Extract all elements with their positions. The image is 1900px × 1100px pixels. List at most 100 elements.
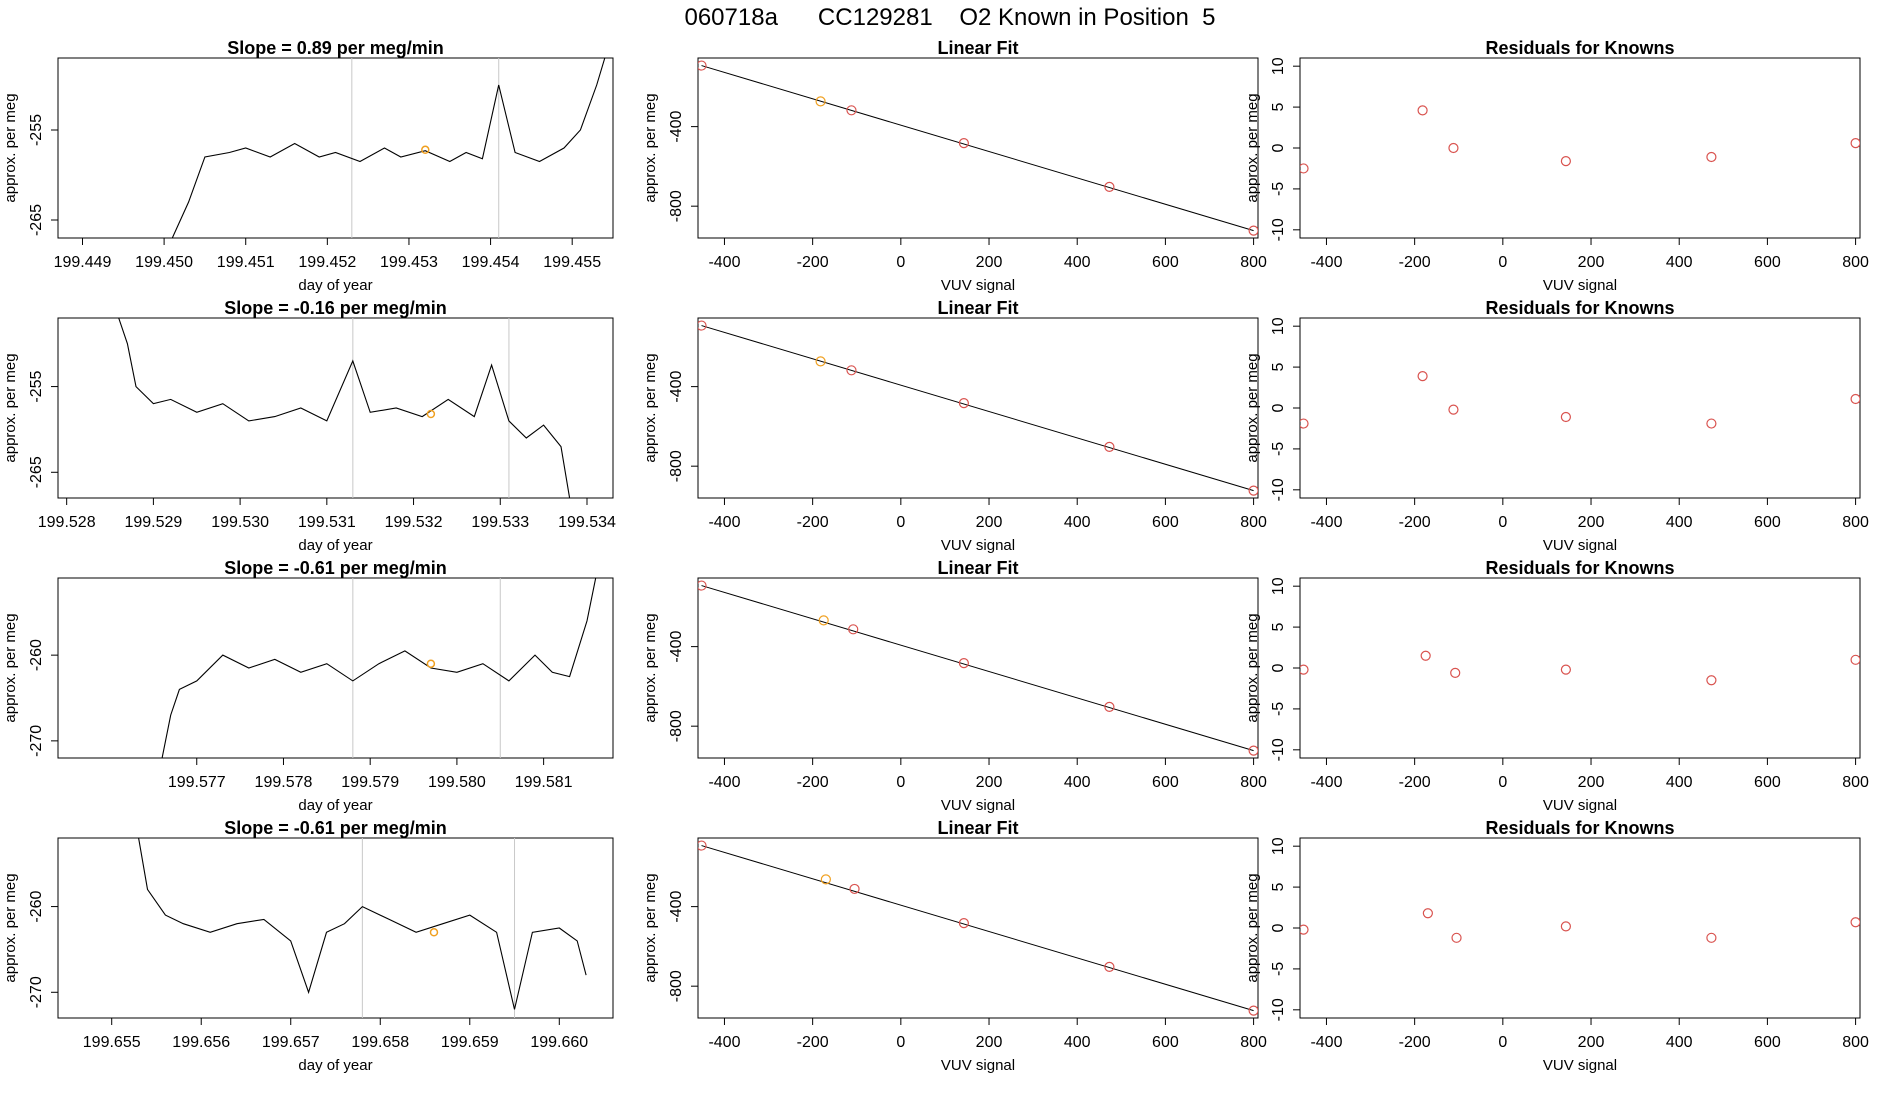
x-tick-label: 400 xyxy=(1666,514,1693,531)
x-tick-label: 800 xyxy=(1240,774,1267,791)
data-point xyxy=(1417,370,1428,382)
y-tick-label: 10 xyxy=(1270,577,1287,595)
plot-frame xyxy=(57,837,614,1019)
y-axis-label: approx. per meg xyxy=(642,353,659,462)
x-axis-label: VUV signal xyxy=(941,537,1015,554)
y-tick-label: -400 xyxy=(668,631,685,663)
data-point xyxy=(1422,908,1433,919)
x-tick-label: 0 xyxy=(1498,254,1507,271)
x-tick-label: 0 xyxy=(1498,774,1507,791)
chart-title: Residuals for Knowns xyxy=(1485,298,1674,318)
x-tick-label: 600 xyxy=(1754,1034,1781,1051)
chart-panel: Residuals for Knowns VUV signal approx. pe… xyxy=(1244,38,1869,294)
x-tick-label: 199.533 xyxy=(471,514,529,531)
data-point xyxy=(1248,1005,1258,1016)
plot-area xyxy=(1300,105,1860,174)
x-axis-label: VUV signal xyxy=(941,797,1015,814)
x-tick-label: 0 xyxy=(896,774,905,791)
x-tick-label: -400 xyxy=(708,774,740,791)
y-axis-label: approx. per meg xyxy=(1244,613,1261,722)
plot-area xyxy=(1300,650,1860,686)
y-tick-label: 10 xyxy=(1270,57,1287,75)
data-point xyxy=(1850,654,1860,665)
chart-panel: Linear Fit VUV signal approx. per meg -400 -… xyxy=(642,818,1267,1074)
data-point xyxy=(1706,151,1717,163)
plot-frame xyxy=(697,317,1259,499)
data-point xyxy=(1560,155,1571,167)
y-tick-label: 5 xyxy=(1270,363,1287,372)
plot-area xyxy=(698,840,1258,1016)
y-tick-label: -800 xyxy=(668,450,685,482)
y-tick-label: 5 xyxy=(1270,103,1287,112)
highlight-point xyxy=(429,928,439,937)
x-tick-label: 199.451 xyxy=(217,254,275,271)
data-point xyxy=(958,658,969,669)
data-point xyxy=(698,580,707,591)
signal-trace xyxy=(138,838,587,1010)
signal-trace xyxy=(171,58,606,238)
x-tick-label: -200 xyxy=(797,1034,829,1051)
x-tick-label: 200 xyxy=(976,1034,1003,1051)
plot-area xyxy=(171,58,606,238)
x-tick-label: 400 xyxy=(1666,254,1693,271)
y-tick-label: -5 xyxy=(1270,962,1287,976)
data-point xyxy=(1448,404,1459,415)
x-tick-label: 199.534 xyxy=(558,514,616,531)
data-point xyxy=(1248,485,1258,496)
data-point xyxy=(846,365,857,376)
x-tick-label: -200 xyxy=(1399,774,1431,791)
plot-area xyxy=(1300,370,1860,429)
y-tick-label: 0 xyxy=(1270,403,1287,412)
x-tick-label: 199.532 xyxy=(385,514,443,531)
x-tick-label: 199.658 xyxy=(351,1034,409,1051)
chart-title: Slope = -0.61 per meg/min xyxy=(224,818,447,838)
x-tick-label: -200 xyxy=(1399,514,1431,531)
x-tick-label: 800 xyxy=(1240,254,1267,271)
x-tick-label: -400 xyxy=(1310,254,1342,271)
data-point xyxy=(1850,137,1860,149)
plot-area xyxy=(698,580,1258,756)
chart-panel: Slope = -0.61 per meg/min day of year appr… xyxy=(2,818,614,1074)
chart-title: Residuals for Knowns xyxy=(1485,818,1674,838)
data-point xyxy=(1450,667,1461,679)
chart-panel: Linear Fit VUV signal approx. per meg -400 -… xyxy=(642,558,1267,814)
data-point xyxy=(1300,163,1309,174)
chart-panel: Slope = -0.16 per meg/min day of year appr… xyxy=(2,298,616,554)
data-point xyxy=(1560,921,1571,932)
x-tick-label: 800 xyxy=(1842,774,1869,791)
y-tick-label: -400 xyxy=(668,891,685,923)
x-tick-label: 800 xyxy=(1842,254,1869,271)
fit-line xyxy=(701,325,1254,492)
y-axis-label: approx. per meg xyxy=(1244,93,1261,202)
data-point xyxy=(1104,961,1115,972)
x-axis-label: VUV signal xyxy=(1543,797,1617,814)
x-axis-label: day of year xyxy=(298,537,372,554)
x-tick-label: 600 xyxy=(1754,514,1781,531)
data-point xyxy=(1560,664,1571,675)
x-axis-label: day of year xyxy=(298,277,372,294)
x-tick-label: 0 xyxy=(896,1034,905,1051)
plot-frame xyxy=(1299,577,1861,759)
x-tick-label: 199.577 xyxy=(168,774,226,791)
x-tick-label: 800 xyxy=(1240,1034,1267,1051)
chart-panel: Slope = -0.61 per meg/min day of year appr… xyxy=(2,558,614,814)
x-tick-label: 199.452 xyxy=(298,254,356,271)
fit-line xyxy=(701,65,1254,232)
y-axis-label: approx. per meg xyxy=(642,613,659,722)
x-tick-label: 800 xyxy=(1240,514,1267,531)
y-tick-label: -270 xyxy=(28,976,45,1008)
y-tick-label: -265 xyxy=(28,456,45,488)
y-tick-label: -5 xyxy=(1270,182,1287,196)
x-tick-label: -400 xyxy=(1310,774,1342,791)
x-tick-label: -400 xyxy=(708,254,740,271)
highlight-point xyxy=(820,874,831,885)
x-tick-label: -200 xyxy=(1399,1034,1431,1051)
chart-title: Residuals for Knowns xyxy=(1485,38,1674,58)
data-point xyxy=(698,320,707,331)
x-tick-label: 199.657 xyxy=(262,1034,320,1051)
data-point xyxy=(698,840,707,851)
x-axis-label: day of year xyxy=(298,797,372,814)
x-axis-label: VUV signal xyxy=(1543,1057,1617,1074)
x-tick-label: 199.579 xyxy=(341,774,399,791)
data-point xyxy=(1248,225,1258,236)
